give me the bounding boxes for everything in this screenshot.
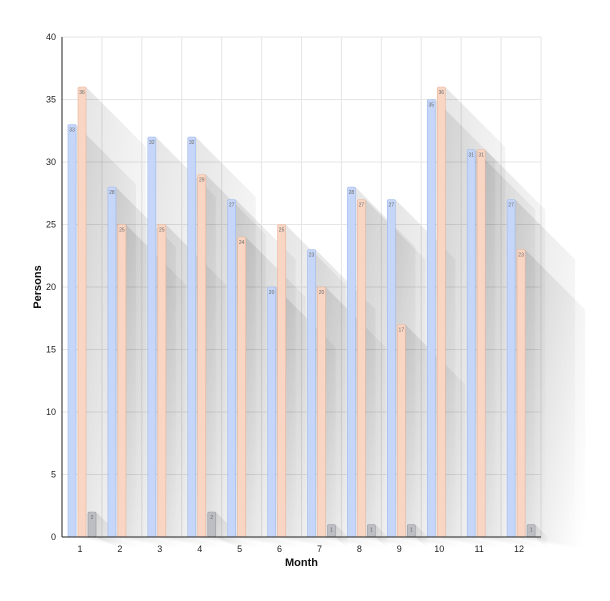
bar-data-label: 17 <box>399 328 405 334</box>
y-tick-labels: 0 5 10 15 20 25 30 35 40 <box>46 32 56 542</box>
x-tick-label: 4 <box>197 544 202 554</box>
bar <box>426 99 436 538</box>
bar <box>357 199 366 538</box>
bar-data-label: 32 <box>149 140 155 146</box>
y-tick-label: 35 <box>46 95 56 105</box>
bar <box>117 224 127 538</box>
bar-data-label: 28 <box>349 190 355 196</box>
bar-data-label: 27 <box>229 203 235 209</box>
bar <box>67 124 77 538</box>
bar-data-label: 27 <box>508 203 514 209</box>
bar <box>317 286 326 538</box>
bar-data-label: 2 <box>91 515 94 521</box>
bar <box>237 236 246 538</box>
y-tick-label: 0 <box>51 532 56 542</box>
x-tick-label: 5 <box>237 544 242 554</box>
bar-data-label: 32 <box>189 140 195 146</box>
bar-data-label: 24 <box>239 240 245 246</box>
x-tick-labels: 1 2 3 4 5 6 7 8 9 10 11 12 <box>77 544 524 554</box>
bar <box>187 136 197 538</box>
bar-data-label: 23 <box>309 253 315 259</box>
bar <box>387 199 396 538</box>
y-tick-label: 40 <box>46 32 56 42</box>
x-tick-label: 1 <box>77 544 82 554</box>
bar <box>307 249 316 538</box>
bars: 33 28 32 32 27 20 23 28 27 35 31 27 36 25 25 29 24 25 20 27… <box>67 86 536 538</box>
bar-data-label: 20 <box>269 290 275 296</box>
y-tick-label: 25 <box>46 220 56 230</box>
bar-data-label: 31 <box>468 153 474 159</box>
bar <box>157 224 167 538</box>
bar <box>277 224 286 538</box>
bar-data-label: 1 <box>370 528 373 534</box>
bar-data-label: 1 <box>410 528 413 534</box>
x-tick-label: 7 <box>317 544 322 554</box>
x-axis-title: Month <box>285 557 318 569</box>
bar-data-label: 35 <box>428 103 434 109</box>
bar-data-label: 33 <box>69 128 75 134</box>
bar-data-label: 1 <box>330 528 333 534</box>
bar <box>107 186 117 538</box>
bar-data-label: 36 <box>79 90 85 96</box>
bar-data-label: 20 <box>319 290 325 296</box>
bar-data-label: 25 <box>119 228 125 234</box>
x-tick-label: 11 <box>474 544 483 554</box>
bar <box>516 249 526 538</box>
y-tick-label: 20 <box>46 282 56 292</box>
x-tick-label: 9 <box>397 544 402 554</box>
bar <box>267 286 276 538</box>
x-tick-label: 8 <box>357 544 362 554</box>
bar-data-label: 2 <box>210 515 213 521</box>
x-tick-label: 6 <box>277 544 282 554</box>
bar-data-label: 28 <box>109 190 115 196</box>
bar-data-label: 27 <box>389 203 395 209</box>
bar <box>147 136 157 538</box>
x-tick-label: 2 <box>117 544 122 554</box>
x-tick-label: 10 <box>434 544 444 554</box>
bar-data-label: 25 <box>159 228 165 234</box>
y-axis-title: Persons <box>32 265 44 308</box>
bar-shadow <box>535 524 548 549</box>
y-tick-label: 5 <box>51 470 56 480</box>
bar-data-label: 27 <box>359 203 365 209</box>
axes <box>61 37 541 538</box>
bar <box>506 199 516 538</box>
bar-shadow <box>525 249 586 549</box>
bar-data-label: 36 <box>438 90 444 96</box>
bar <box>77 86 87 538</box>
x-tick-label: 3 <box>157 544 162 554</box>
bar <box>476 149 486 538</box>
y-tick-label: 30 <box>46 157 56 167</box>
bar-data-label: 23 <box>518 253 524 259</box>
bar <box>436 86 446 538</box>
bar-data-label: 29 <box>199 178 205 184</box>
bar-data-label: 31 <box>478 153 484 159</box>
bar <box>397 324 406 538</box>
y-tick-label: 15 <box>46 345 56 355</box>
bar-data-label: 1 <box>530 528 533 534</box>
bar <box>347 186 356 538</box>
bar <box>466 149 476 538</box>
x-tick-label: 12 <box>514 544 524 554</box>
bar <box>197 174 207 538</box>
y-tick-label: 10 <box>46 407 56 417</box>
bar-data-label: 25 <box>279 228 285 234</box>
bar <box>227 199 236 538</box>
